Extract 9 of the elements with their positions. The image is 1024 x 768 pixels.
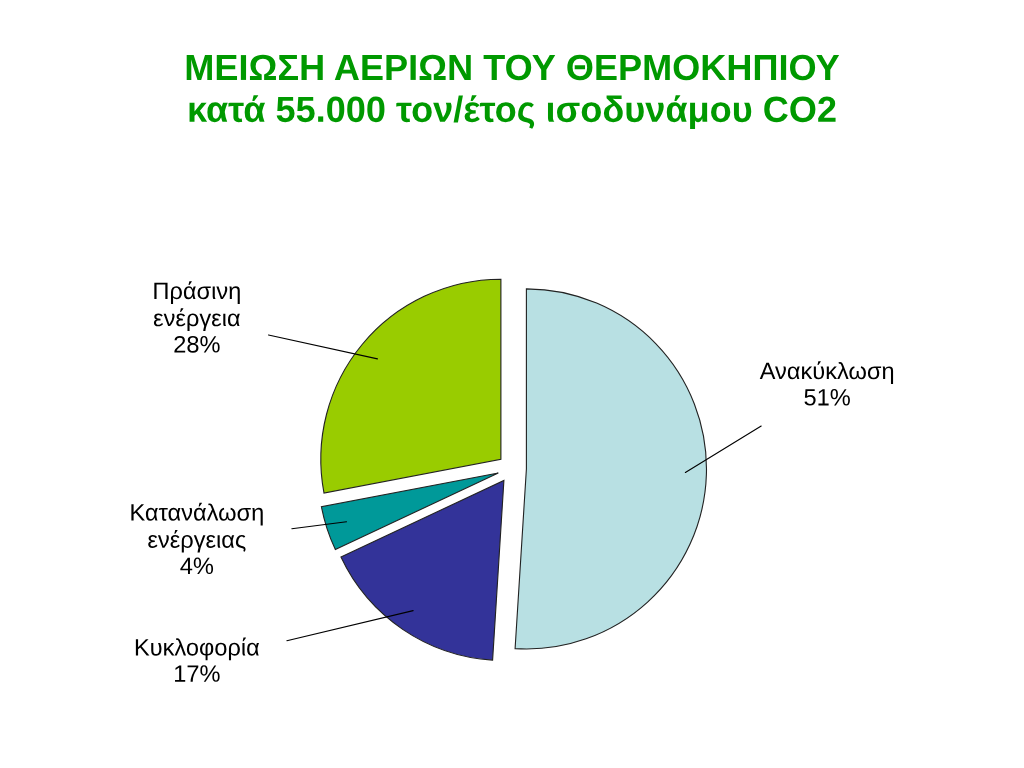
data-label: 51%	[804, 388, 850, 406]
slice-label: Κυκλοφορία	[135, 637, 260, 661]
chart-title: ΜΕΙΩΣΗ ΑΕΡΙΩΝ ΤΟΥ ΘΕΡΜΟΚΗΠΙΟΥ κατά 55.000 τον/έτος ισοδυνάμου CO2	[186, 54, 840, 130]
slice-label: Ανακύκλωση	[759, 361, 894, 384]
slice-label: Κατανάλωση ενέργειας	[131, 502, 263, 553]
slice-label: Πράσινη ενέργεια	[153, 281, 240, 332]
data-label: 28%	[174, 335, 220, 353]
data-label: 4%	[180, 557, 214, 575]
data-label: 17%	[175, 665, 220, 682]
